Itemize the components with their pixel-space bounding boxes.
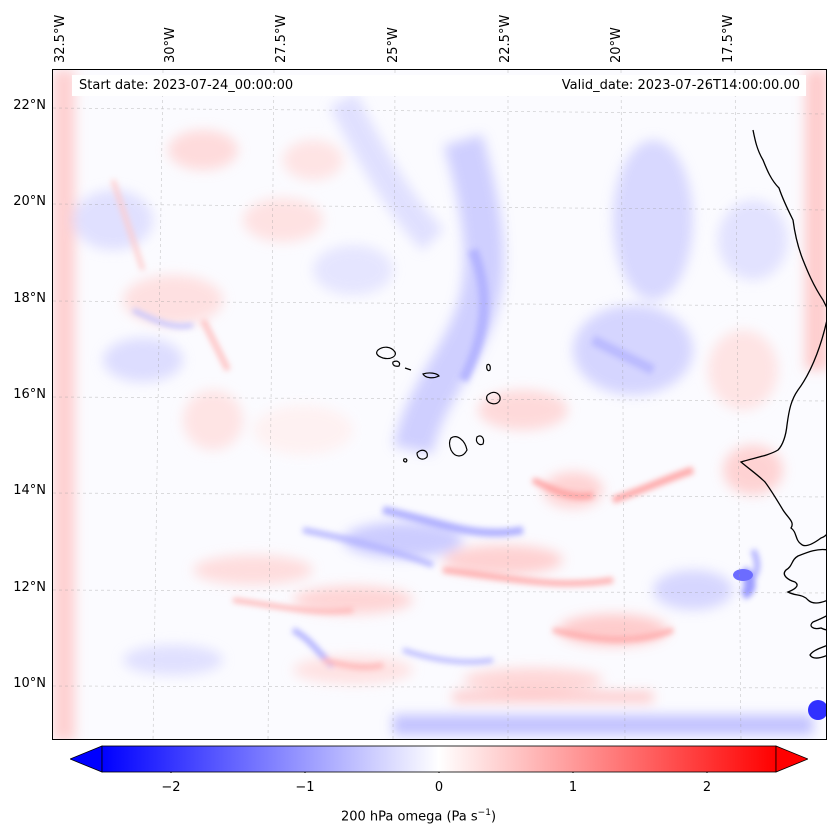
coastal-ascent-spot	[733, 569, 753, 581]
header-band	[72, 75, 806, 96]
field-smooth-layer	[53, 70, 826, 739]
strong-ascent-spot	[808, 700, 826, 720]
colorbar-tick-1: 1	[568, 780, 578, 795]
lon-label-20w: 20°W	[609, 27, 624, 63]
island-santa-luzia	[404, 367, 412, 371]
island-santo-antao	[376, 346, 396, 360]
island-sal	[486, 363, 491, 372]
colorbar-label-exponent: −1	[477, 808, 491, 818]
colorbar	[70, 745, 808, 773]
lon-label-30w: 30°W	[163, 27, 178, 63]
colorbar-tick-minus1: −1	[295, 780, 315, 795]
map-area	[52, 69, 827, 740]
island-sao-nicolau	[422, 372, 440, 379]
lon-label-25w: 25°W	[386, 27, 401, 63]
gridlines	[53, 70, 826, 739]
lat-label-12n: 12°N	[13, 580, 46, 595]
cape-verde-islands	[376, 346, 501, 463]
colorbar-label-text: 200 hPa omega (Pa s	[340, 809, 478, 825]
colorbar-tick-minus2: −2	[161, 780, 181, 795]
colorbar-extend-min	[70, 745, 103, 773]
island-brava	[403, 458, 408, 463]
omega-field-map	[53, 70, 826, 739]
lat-label-10n: 10°N	[13, 676, 46, 691]
island-sao-vicente	[392, 360, 401, 367]
mauritania-coastline	[752, 129, 826, 308]
lon-label-32-5w: 32.5°W	[53, 14, 68, 63]
lon-label-17-5w: 17.5°W	[721, 14, 736, 63]
african-coastline	[739, 321, 826, 659]
colorbar-label: 200 hPa omega (Pa s−1)	[0, 808, 837, 824]
lat-label-16n: 16°N	[13, 387, 46, 402]
lat-label-22n: 22°N	[13, 98, 46, 113]
colorbar-tick-2: 2	[702, 780, 712, 795]
valid-date-label: Valid_date: 2023-07-26T14:00:00.00	[561, 78, 800, 93]
lat-label-18n: 18°N	[13, 291, 46, 306]
colorbar-gradient	[101, 745, 777, 773]
colorbar-extend-max	[775, 745, 808, 773]
island-boa-vista	[486, 391, 501, 405]
island-fogo	[416, 449, 428, 460]
lon-label-27-5w: 27.5°W	[274, 14, 289, 63]
start-date-label: Start date: 2023-07-24_00:00:00	[79, 78, 294, 93]
island-maio	[475, 435, 485, 446]
lat-label-14n: 14°N	[13, 483, 46, 498]
lat-label-20n: 20°N	[13, 194, 46, 209]
lon-label-22-5w: 22.5°W	[498, 14, 513, 63]
colorbar-tick-0: 0	[434, 780, 444, 795]
island-santiago	[448, 436, 468, 457]
colorbar-tick-marks	[170, 772, 708, 773]
colorbar-label-suffix: )	[490, 809, 497, 825]
